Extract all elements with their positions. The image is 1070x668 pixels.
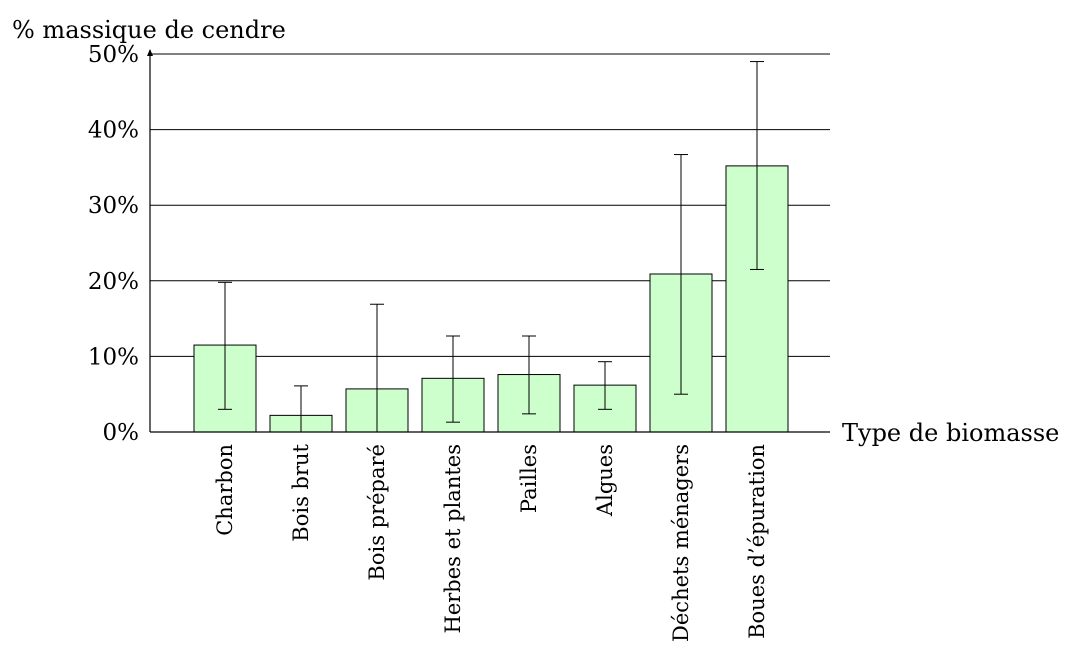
error-bar — [446, 335, 460, 423]
y-tick-label: 10% — [88, 344, 139, 370]
error-bar — [370, 303, 384, 432]
y-tick-label: 20% — [88, 269, 139, 295]
error-bar — [218, 281, 232, 410]
grid-lines — [150, 53, 830, 357]
error-bar — [750, 61, 764, 270]
y-tick-label: 0% — [103, 420, 140, 446]
error-bars — [218, 61, 764, 432]
category-labels: Charbon Bois brut Bois préparé Herbes et pl… — [213, 443, 769, 642]
category-label: Algues — [593, 444, 617, 517]
y-tick-label: 50% — [88, 42, 139, 68]
bars — [193, 165, 789, 433]
y-tick-label: 40% — [88, 118, 139, 144]
category-label: Herbes et plantes — [441, 444, 465, 634]
category-label: Pailles — [517, 444, 541, 513]
category-label: Déchets ménagers — [669, 444, 693, 642]
y-tick-labels: 0% 10% 20% 30% 40% 50% — [88, 42, 139, 446]
category-label: Bois préparé — [365, 444, 389, 581]
error-bar — [598, 361, 612, 410]
y-axis-arrow — [147, 49, 153, 56]
error-bar — [522, 335, 536, 415]
category-label: Charbon — [213, 444, 237, 536]
y-tick-label: 30% — [88, 193, 139, 219]
y-axis-label: % massique de cendre — [12, 16, 286, 44]
error-bar — [674, 154, 688, 395]
x-axis-label: Type de biomasse — [842, 419, 1059, 447]
category-label: Boues d’épuration — [745, 444, 769, 639]
error-bar — [294, 385, 308, 432]
category-label: Bois brut — [289, 443, 313, 541]
